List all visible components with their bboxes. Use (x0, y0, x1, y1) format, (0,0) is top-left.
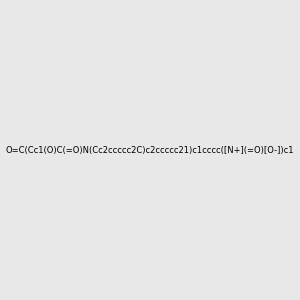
Text: O=C(Cc1(O)C(=O)N(Cc2ccccc2C)c2ccccc21)c1cccc([N+](=O)[O-])c1: O=C(Cc1(O)C(=O)N(Cc2ccccc2C)c2ccccc21)c1… (6, 146, 294, 154)
